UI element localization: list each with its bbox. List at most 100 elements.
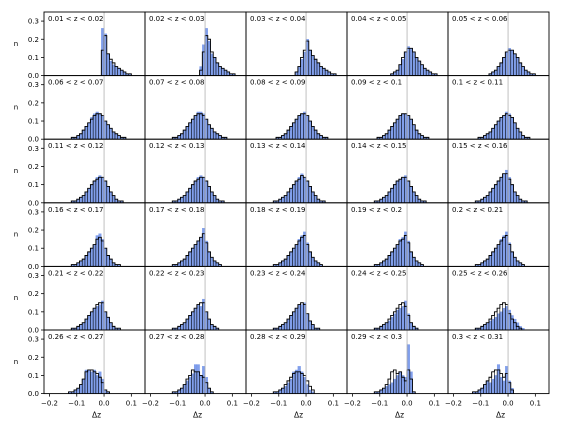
filled-histogram-bar — [95, 306, 99, 330]
x-tick-label: −0.1 — [371, 400, 388, 408]
y-tick-label: 0.3 — [28, 145, 39, 153]
filled-histogram-bar — [199, 306, 203, 330]
histogram-panel: 0.28 < z < 0.29 −0.2 −0.1 0.0 0.1 Δz — [243, 329, 348, 420]
outline-histogram — [70, 113, 127, 140]
y-axis-label: n — [14, 167, 18, 175]
filled-histogram-bar — [300, 304, 304, 330]
x-tick-label: −0.2 — [243, 400, 260, 408]
y-tick-label: 0.2 — [28, 290, 39, 298]
histogram-panel: 0.01 < z < 0.02 0.0 0.1 0.2 0.3 n — [14, 11, 146, 80]
y-tick-label: 0.2 — [28, 163, 39, 171]
filled-histogram-bar — [406, 344, 410, 394]
y-tick-label: 0.1 — [28, 54, 39, 62]
x-tick-label: −0.1 — [472, 400, 489, 408]
y-tick-label: 0.2 — [28, 36, 39, 44]
filled-histogram-bar — [308, 389, 312, 394]
y-tick-label: 0.3 — [28, 336, 39, 344]
histogram-panel: 0.17 < z < 0.18 — [144, 202, 247, 267]
y-tick-label: 0.2 — [28, 354, 39, 362]
histogram-panel: 0.06 < z < 0.07 0.0 0.1 0.2 0.3 n — [14, 75, 146, 144]
filled-histogram-bar — [303, 111, 307, 140]
x-tick-label: 0.0 — [300, 400, 311, 408]
histogram-panel: 0.08 < z < 0.09 — [245, 75, 348, 140]
outline-histogram — [70, 302, 121, 330]
panel-bars — [275, 111, 329, 140]
outline-histogram — [171, 302, 220, 330]
filled-histogram-bar — [398, 179, 402, 203]
panel-bars — [171, 364, 214, 394]
filled-histogram-bar — [499, 377, 503, 394]
y-tick-label: 0.1 — [28, 118, 39, 126]
filled-histogram-bar — [199, 111, 203, 140]
panel-redshift-label: 0.15 < z < 0.16 — [452, 142, 508, 150]
panel-frame — [447, 329, 550, 395]
x-tick-label: −0.2 — [344, 400, 361, 408]
filled-histogram-bar — [401, 113, 405, 140]
y-tick-label: 0.1 — [28, 372, 39, 380]
filled-histogram-bar — [505, 111, 509, 140]
x-tick-label: −0.1 — [169, 400, 186, 408]
x-tick-label: −0.2 — [142, 400, 159, 408]
histogram-panel: 0.27 < z < 0.28 −0.2 −0.1 0.0 0.1 Δz — [142, 329, 247, 420]
histogram-panel: 0.26 < z < 0.27 0.0 0.1 0.2 0.3 n −0.2 −0.1 0.0 0… — [14, 329, 146, 420]
x-tick-label: 0.1 — [429, 400, 440, 408]
histogram-panel: 0.16 < z < 0.17 0.0 0.1 0.2 0.3 n — [14, 202, 146, 271]
y-tick-label: 0.0 — [28, 390, 39, 398]
y-tick-label: 0.0 — [28, 199, 39, 207]
x-tick-label: −0.2 — [445, 400, 462, 408]
histogram-panel: 0.1 < z < 0.11 — [447, 75, 550, 140]
panel-redshift-label: 0.02 < z < 0.03 — [149, 15, 204, 23]
filled-histogram-bar — [390, 382, 394, 394]
panel-redshift-label: 0.04 < z < 0.05 — [351, 15, 406, 23]
panel-bars — [272, 231, 323, 267]
panel-redshift-label: 0.07 < z < 0.08 — [149, 79, 204, 87]
panel-redshift-label: 0.22 < z < 0.23 — [149, 269, 204, 277]
outline-histogram — [272, 235, 323, 267]
outline-histogram — [474, 173, 528, 203]
y-axis-label: n — [14, 103, 18, 111]
panel-redshift-label: 0.18 < z < 0.19 — [250, 206, 305, 214]
y-axis-label: n — [14, 231, 18, 239]
panel-bars — [373, 300, 419, 330]
x-tick-label: 0.1 — [328, 400, 339, 408]
y-axis-label: n — [14, 40, 18, 48]
outline-histogram — [171, 113, 228, 140]
panel-redshift-label: 0.25 < z < 0.26 — [452, 269, 508, 277]
outline-histogram — [275, 113, 329, 140]
filled-histogram-bar — [95, 111, 99, 140]
panel-bars — [70, 233, 121, 267]
x-axis-label: Δz — [395, 411, 404, 420]
filled-histogram-bar — [494, 317, 498, 330]
panel-bars — [171, 111, 228, 140]
histogram-panel: 0.02 < z < 0.03 — [144, 11, 247, 77]
panel-redshift-label: 0.06 < z < 0.07 — [48, 79, 103, 87]
x-axis-label: Δz — [496, 411, 505, 420]
histogram-panel: 0.15 < z < 0.16 — [447, 138, 550, 204]
panel-bars — [171, 175, 225, 203]
panel-bars — [474, 302, 525, 330]
y-axis-label: n — [14, 358, 18, 366]
filled-histogram-bar — [98, 113, 102, 140]
histogram-panel: 0.23 < z < 0.24 — [245, 265, 348, 331]
y-tick-label: 0.3 — [28, 18, 39, 26]
y-tick-label: 0.2 — [28, 227, 39, 235]
histogram-panel: 0.2 < z < 0.21 — [447, 202, 550, 267]
outline-histogram — [171, 233, 222, 267]
y-tick-label: 0.0 — [28, 136, 39, 144]
y-tick-label: 0.1 — [28, 181, 39, 189]
filled-histogram-bar — [507, 48, 511, 76]
filled-histogram-bar — [191, 373, 195, 394]
panel-bars — [70, 175, 124, 203]
histogram-panel: 0.25 < z < 0.26 — [447, 265, 550, 331]
panel-redshift-label: 0.17 < z < 0.18 — [149, 206, 204, 214]
y-tick-label: 0.3 — [28, 208, 39, 216]
filled-histogram-bar — [95, 375, 99, 394]
outline-histogram — [373, 302, 419, 330]
outline-histogram — [477, 113, 531, 140]
filled-histogram-bar — [393, 378, 397, 394]
panel-bars — [474, 169, 528, 203]
outline-histogram — [488, 49, 536, 76]
panel-bars — [272, 302, 321, 330]
outline-histogram — [171, 176, 225, 203]
panel-redshift-label: 0.08 < z < 0.09 — [250, 79, 305, 87]
